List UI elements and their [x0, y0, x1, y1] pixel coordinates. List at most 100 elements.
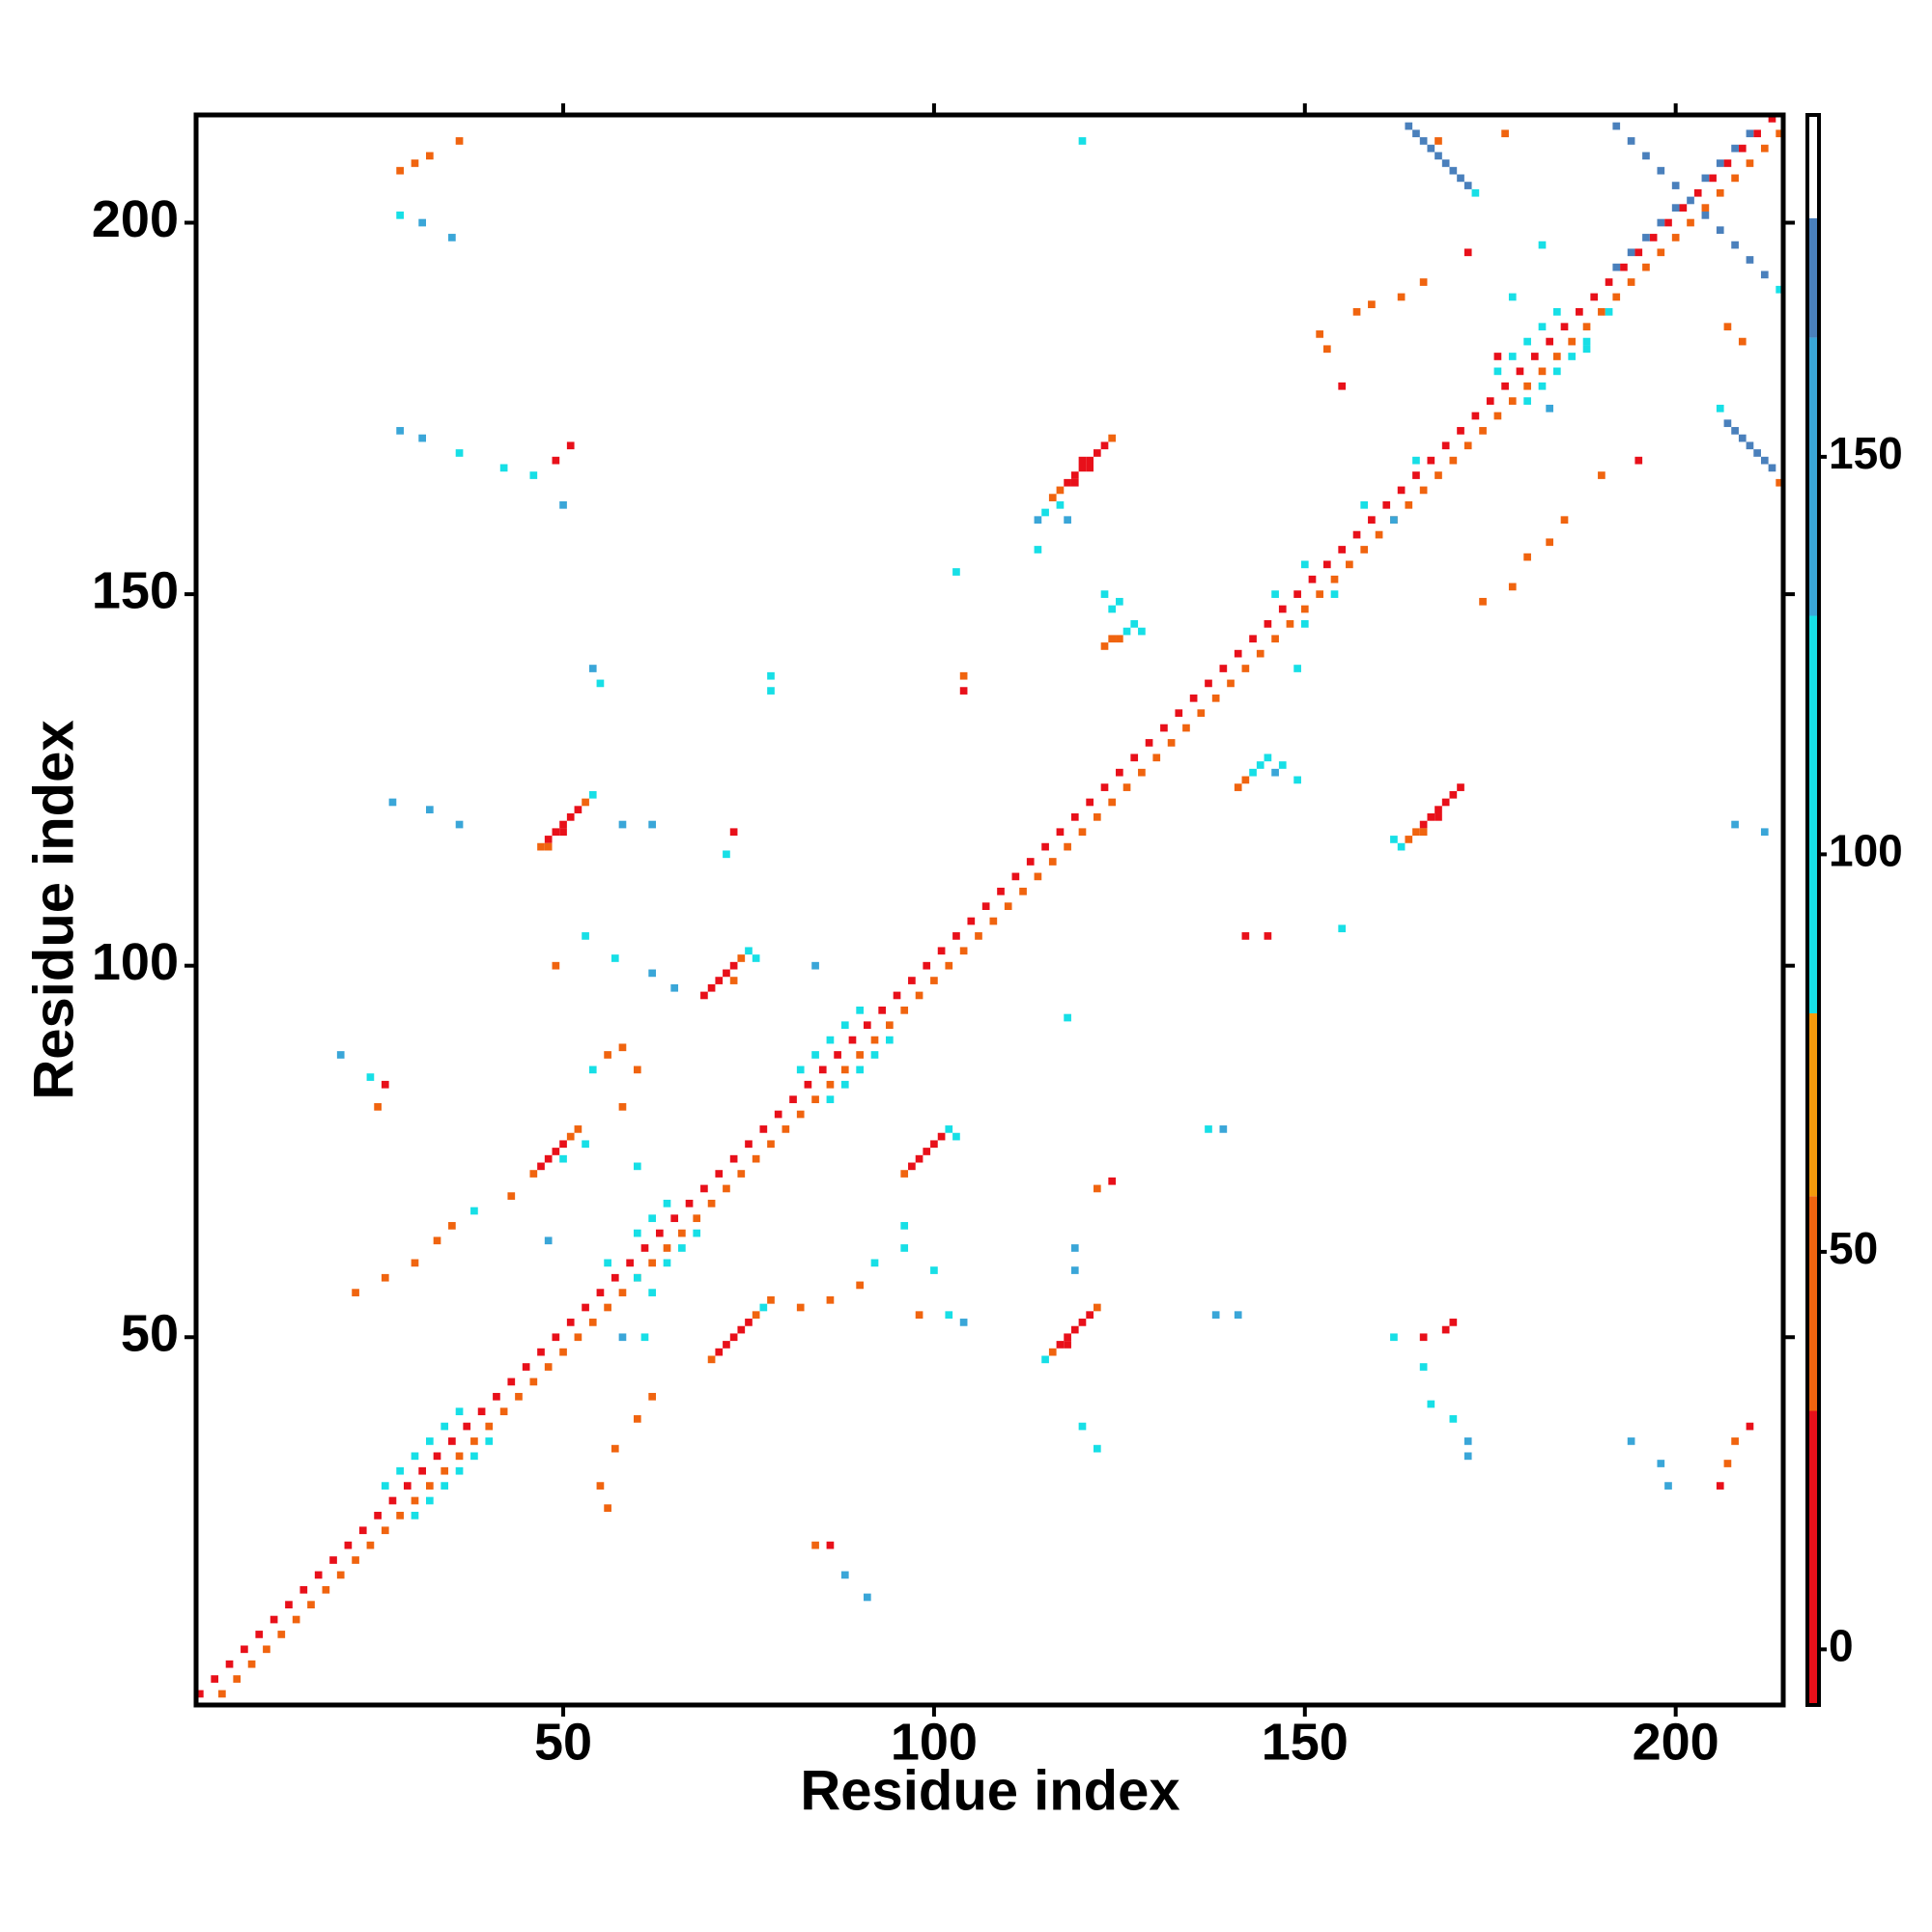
cell — [485, 1422, 494, 1431]
cell — [1093, 1303, 1101, 1312]
cell — [1657, 218, 1665, 227]
cell — [1264, 753, 1272, 762]
cell — [1479, 427, 1487, 435]
cell — [1723, 419, 1732, 428]
cell — [1582, 323, 1591, 331]
cell — [529, 471, 538, 479]
cell — [729, 961, 738, 970]
cell — [1486, 397, 1494, 405]
cell — [1375, 530, 1383, 539]
cell — [648, 969, 657, 978]
cell — [959, 947, 968, 955]
cell — [596, 1289, 605, 1296]
cell — [663, 1199, 671, 1208]
cell — [1397, 293, 1406, 301]
cell — [915, 1154, 923, 1163]
cell — [1405, 122, 1413, 130]
cell — [374, 1512, 382, 1520]
cell — [537, 1162, 545, 1171]
cell — [1427, 456, 1435, 465]
cell — [618, 1333, 627, 1342]
cell — [693, 1229, 701, 1237]
cell — [1552, 367, 1561, 376]
cell — [1346, 560, 1353, 569]
cell — [1034, 516, 1042, 525]
cell — [1390, 516, 1398, 525]
cell — [1627, 137, 1635, 145]
cell — [1463, 441, 1472, 450]
cell — [826, 1036, 835, 1044]
cell — [440, 1482, 449, 1490]
cell — [358, 1526, 367, 1535]
cell — [1716, 188, 1724, 197]
cell — [975, 932, 982, 940]
cell — [263, 1645, 270, 1654]
cell — [344, 1541, 353, 1549]
cell — [559, 828, 567, 837]
cell — [1205, 1125, 1212, 1133]
cell — [1011, 872, 1020, 881]
cell — [388, 798, 397, 807]
cell — [582, 798, 589, 807]
cell — [1538, 323, 1547, 331]
cell — [1657, 166, 1665, 175]
cell — [1731, 820, 1739, 829]
cell — [1108, 434, 1117, 442]
cell — [1582, 345, 1591, 354]
cell — [1657, 248, 1665, 257]
cell — [1723, 1460, 1732, 1467]
cell — [1738, 434, 1747, 442]
cell — [678, 1229, 686, 1237]
cell — [1427, 1400, 1435, 1408]
cell — [870, 1259, 879, 1267]
cell — [945, 1311, 953, 1320]
cell — [1457, 427, 1464, 435]
cell — [1034, 546, 1042, 554]
cell — [900, 1222, 909, 1230]
cell — [1070, 478, 1079, 487]
cell — [559, 500, 567, 509]
cell — [1598, 307, 1605, 316]
cell — [455, 1407, 464, 1416]
cell — [1278, 761, 1287, 769]
cell — [552, 828, 560, 837]
cell — [1064, 1013, 1071, 1022]
cell — [1568, 353, 1577, 360]
cell — [241, 1645, 248, 1654]
cell — [1041, 842, 1049, 851]
cell — [670, 983, 679, 992]
cell — [1642, 234, 1650, 242]
cell — [981, 902, 990, 910]
cell — [455, 1466, 464, 1475]
cell — [1493, 412, 1502, 420]
cell — [863, 1021, 871, 1030]
cell — [886, 1036, 894, 1044]
cell — [1271, 768, 1279, 777]
cell — [247, 1660, 256, 1668]
cell — [1664, 218, 1672, 227]
cell — [426, 1496, 434, 1505]
cell — [1019, 887, 1027, 895]
cell — [440, 1466, 449, 1475]
cell — [952, 932, 960, 940]
cell — [752, 1311, 760, 1320]
cell — [1731, 174, 1739, 183]
cell — [1241, 665, 1250, 672]
cell — [1048, 494, 1057, 501]
cell — [707, 1199, 716, 1208]
cell — [1612, 263, 1621, 271]
cell — [767, 687, 775, 695]
cell — [840, 1021, 849, 1030]
cell — [1627, 248, 1635, 257]
cell — [299, 1585, 308, 1594]
cell — [1130, 620, 1139, 628]
cell — [811, 961, 819, 970]
cell — [1167, 739, 1176, 747]
cell — [1152, 753, 1161, 762]
cell — [1612, 122, 1621, 130]
cell — [685, 1199, 694, 1208]
cell — [1056, 500, 1065, 509]
cell — [1753, 129, 1761, 138]
cell — [426, 1482, 434, 1490]
cell — [1760, 828, 1769, 837]
